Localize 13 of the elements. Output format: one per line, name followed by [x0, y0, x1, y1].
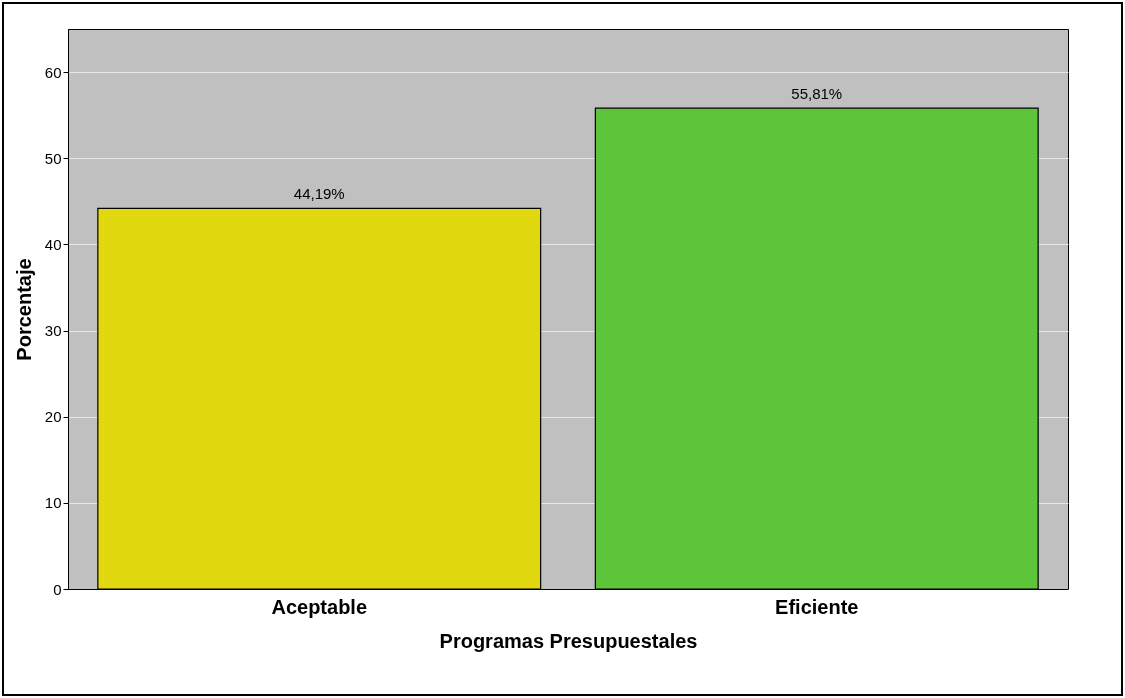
x-tick-label: Eficiente: [775, 595, 859, 618]
y-tick-label: 30: [44, 322, 62, 340]
y-tick-label: 10: [44, 494, 62, 512]
y-axis-title: Porcentaje: [12, 258, 35, 361]
x-tick-label: Aceptable: [271, 595, 368, 618]
data-label: 44,19%: [293, 185, 345, 203]
y-tick-label: 60: [44, 63, 62, 81]
y-tick-label: 0: [53, 580, 62, 598]
y-tick-label: 50: [44, 149, 62, 167]
y-tick-label: 40: [44, 235, 62, 253]
data-label: 55,81%: [791, 85, 843, 103]
y-tick-label: 20: [44, 408, 62, 426]
x-axis-title: Programas Presupuestales: [439, 629, 698, 652]
